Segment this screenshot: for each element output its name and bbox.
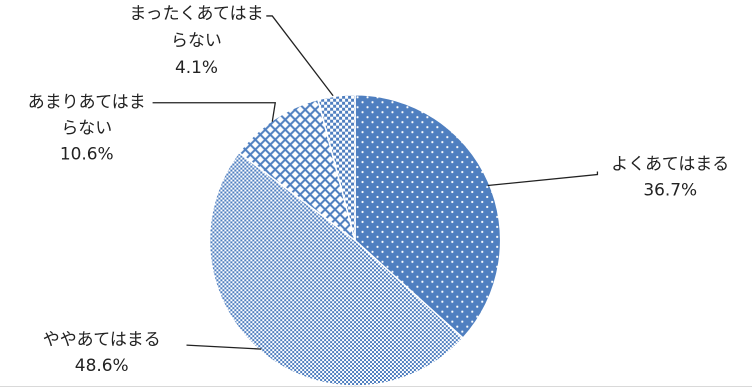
slice-label-1: よくあてはまる 36.7%: [611, 154, 729, 200]
slice-name-2: ややあてはまる: [43, 329, 161, 349]
leader-line-3: [152, 102, 277, 122]
slice-label-3: あまりあてはまらない 10.6%: [28, 92, 146, 164]
leader-line-4: [266, 15, 334, 97]
slice-name-4: らない: [171, 30, 222, 50]
slice-value-4: 4.1%: [175, 57, 218, 77]
slice-value-1: 36.7%: [643, 179, 697, 199]
slice-name-1: よくあてはまる: [611, 154, 729, 174]
pie-slice-2: [208, 151, 465, 386]
slice-name-3: あまりあてはま: [28, 92, 146, 112]
slice-name-4: まったくあてはま: [129, 3, 263, 23]
slice-value-3: 10.6%: [60, 144, 114, 164]
slice-label-4: まったくあてはまらない 4.1%: [129, 3, 263, 77]
pie-slice-3: [237, 98, 357, 243]
leader-line-1: [487, 171, 599, 187]
slice-value-2: 48.6%: [75, 355, 129, 375]
pie-slice-1: [354, 94, 502, 340]
pie-slice-4: [317, 94, 356, 241]
leader-line-2: [186, 344, 262, 350]
slice-label-2: ややあてはまる 48.6%: [43, 329, 161, 375]
slice-name-3: らない: [61, 118, 112, 138]
